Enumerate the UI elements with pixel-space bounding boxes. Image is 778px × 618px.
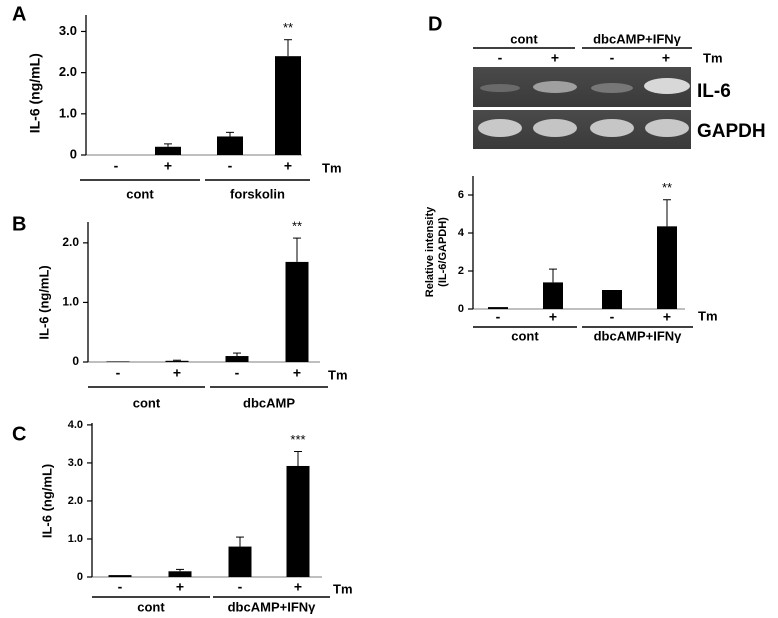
group-label: cont xyxy=(126,186,154,201)
bar xyxy=(165,360,189,362)
bar xyxy=(108,575,132,577)
x-tick-label: + xyxy=(293,365,301,381)
bar xyxy=(657,226,677,309)
gel-lane-label: + xyxy=(662,50,670,66)
treatment-label: Tm xyxy=(698,308,718,323)
group-label: cont xyxy=(511,328,539,343)
bar xyxy=(168,571,192,577)
significance-label: *** xyxy=(290,432,305,447)
y-tick-label: 0 xyxy=(458,303,464,315)
bar xyxy=(228,546,252,577)
y-tick-label: 0 xyxy=(77,571,83,583)
y-tick-label: 2.0 xyxy=(59,64,77,79)
y-axis-label: (IL-6/GAPDH) xyxy=(437,217,449,287)
panel-letter: C xyxy=(12,423,26,445)
group-label: forskolin xyxy=(230,186,285,201)
y-tick-label: 3.0 xyxy=(68,457,83,469)
bar xyxy=(602,290,622,309)
y-tick-label: 6 xyxy=(458,189,464,201)
treatment-label: Tm xyxy=(322,160,342,175)
y-tick-label: 0 xyxy=(70,146,77,161)
bar xyxy=(488,307,508,309)
y-tick-label: 1.0 xyxy=(62,295,79,309)
x-tick-label: + xyxy=(284,158,292,174)
y-axis-label: Relative intensity xyxy=(424,206,436,297)
y-tick-label: 2.0 xyxy=(62,235,79,249)
gel-row-label: GAPDH xyxy=(697,121,766,142)
significance-label: ** xyxy=(662,180,672,195)
gel-group-label: dbcAMP+IFNγ xyxy=(593,31,682,46)
gel-treatment-label: Tm xyxy=(703,50,723,65)
y-axis-label: IL-6 (ng/mL) xyxy=(27,53,43,133)
y-tick-label: 2.0 xyxy=(68,495,83,507)
gel-lane-label: + xyxy=(551,50,559,66)
x-tick-label: - xyxy=(235,365,240,381)
x-tick-label: - xyxy=(114,158,119,174)
x-tick-label: - xyxy=(118,579,123,595)
significance-label: ** xyxy=(292,219,302,234)
gel-lane-label: - xyxy=(610,50,615,66)
x-tick-label: + xyxy=(294,579,302,595)
y-tick-label: 0 xyxy=(72,354,79,368)
gel-group-label: cont xyxy=(510,31,538,46)
x-tick-label: - xyxy=(228,158,233,174)
treatment-label: Tm xyxy=(333,581,353,596)
panel-letter: A xyxy=(12,3,26,25)
y-axis-label: IL-6 (ng/mL) xyxy=(36,265,51,339)
x-tick-label: - xyxy=(116,365,121,381)
x-tick-label: - xyxy=(496,309,501,325)
y-axis-label: IL-6 (ng/mL) xyxy=(39,464,54,538)
group-label: cont xyxy=(133,395,161,410)
panel-letter: B xyxy=(12,213,26,235)
x-tick-label: + xyxy=(164,158,172,174)
bar xyxy=(285,261,309,362)
bar xyxy=(286,465,310,577)
bar xyxy=(106,361,130,362)
y-tick-label: 4 xyxy=(458,227,465,239)
x-tick-label: - xyxy=(238,579,243,595)
x-tick-label: - xyxy=(610,309,615,325)
y-tick-label: 1.0 xyxy=(59,105,77,120)
bar xyxy=(225,356,249,362)
x-tick-label: + xyxy=(663,309,671,325)
gel-row-label: IL-6 xyxy=(697,81,731,102)
y-tick-label: 2 xyxy=(458,265,464,277)
bar xyxy=(543,282,563,309)
gel-lane-label: - xyxy=(498,50,503,66)
x-tick-label: + xyxy=(549,309,557,325)
bar xyxy=(217,136,243,155)
x-tick-label: + xyxy=(173,365,181,381)
treatment-label: Tm xyxy=(328,367,348,382)
gel-image xyxy=(473,67,691,149)
bar xyxy=(155,146,181,155)
y-tick-label: 4.0 xyxy=(68,419,83,431)
bar xyxy=(275,56,301,156)
panel-letter: D xyxy=(428,13,442,35)
significance-label: ** xyxy=(283,20,293,35)
group-label: dbcAMP+IFNγ xyxy=(594,328,683,343)
x-tick-label: + xyxy=(176,579,184,595)
y-tick-label: 3.0 xyxy=(59,23,77,38)
group-label: dbcAMP xyxy=(243,395,295,410)
group-label: dbcAMP+IFNγ xyxy=(228,599,317,614)
group-label: cont xyxy=(137,599,165,614)
y-tick-label: 1.0 xyxy=(68,533,83,545)
